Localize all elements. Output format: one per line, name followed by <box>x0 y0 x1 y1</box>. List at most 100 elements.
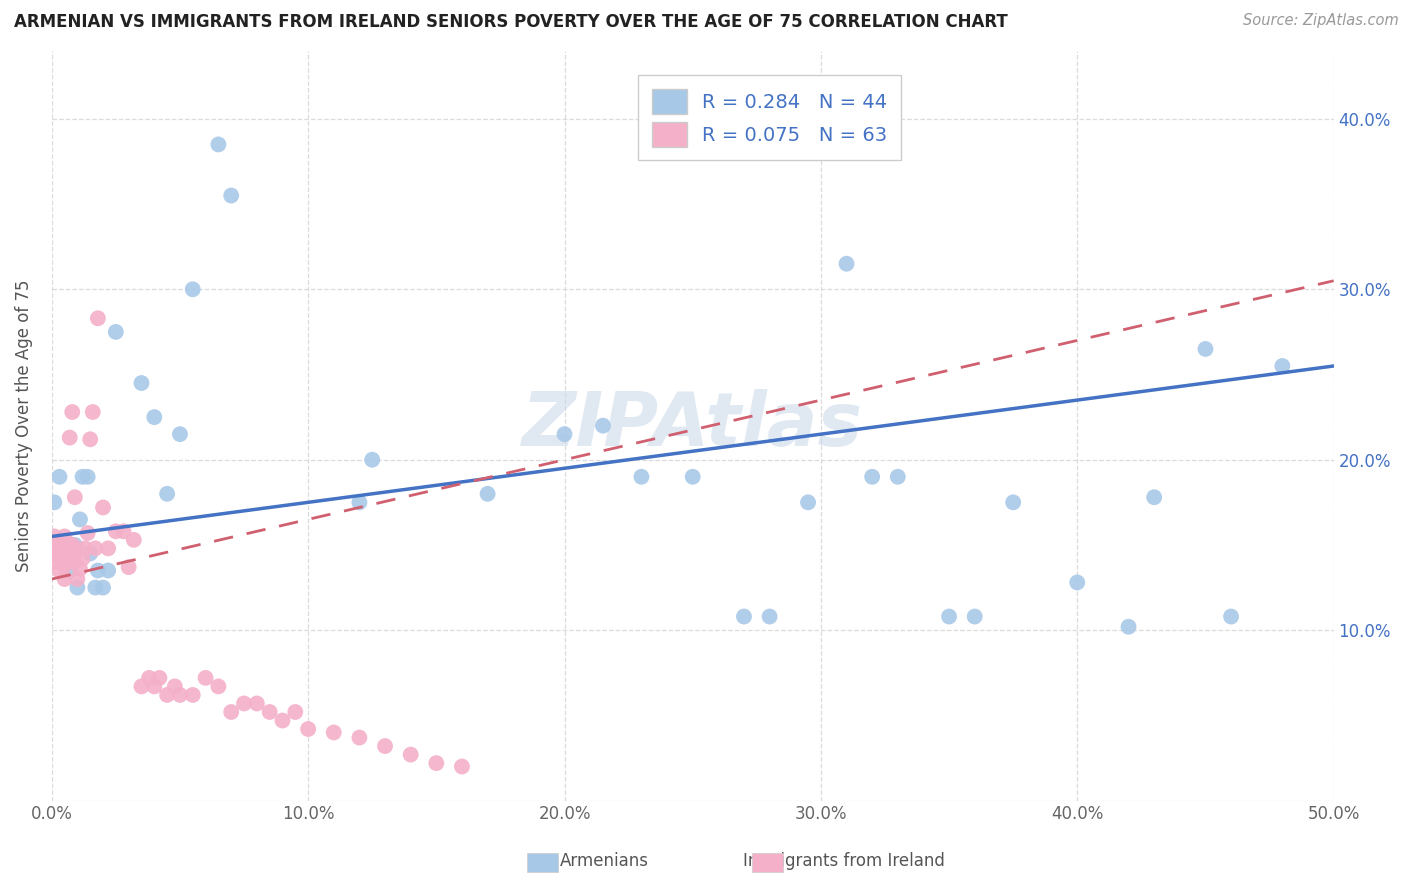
Point <box>44 538 66 552</box>
Point <box>938 609 960 624</box>
Point <box>322 725 344 739</box>
Point <box>219 188 242 202</box>
Point <box>69 562 91 576</box>
Point <box>97 564 120 578</box>
Y-axis label: Seniors Poverty Over the Age of 75: Seniors Poverty Over the Age of 75 <box>15 279 32 572</box>
Point <box>207 137 229 152</box>
Point <box>104 325 127 339</box>
Point <box>44 529 66 543</box>
Point <box>82 405 104 419</box>
Point <box>156 487 179 501</box>
Point <box>59 546 82 560</box>
Point <box>51 555 73 569</box>
Point <box>60 405 83 419</box>
Text: Source: ZipAtlas.com: Source: ZipAtlas.com <box>1243 13 1399 29</box>
Point <box>181 688 204 702</box>
Point <box>45 546 67 560</box>
Point <box>87 564 110 578</box>
Point <box>63 490 86 504</box>
Point <box>79 546 101 560</box>
Point <box>835 257 858 271</box>
Point <box>91 500 114 515</box>
Point <box>1143 490 1166 504</box>
Point <box>60 538 83 552</box>
Point <box>118 560 141 574</box>
Point <box>797 495 820 509</box>
Point <box>44 546 66 560</box>
Point <box>207 680 229 694</box>
Point <box>246 697 269 711</box>
Point <box>72 470 94 484</box>
Point <box>733 609 755 624</box>
Point <box>56 555 79 569</box>
Point <box>104 524 127 539</box>
Point <box>169 688 191 702</box>
Point <box>66 572 89 586</box>
Text: ARMENIAN VS IMMIGRANTS FROM IRELAND SENIORS POVERTY OVER THE AGE OF 75 CORRELATI: ARMENIAN VS IMMIGRANTS FROM IRELAND SENI… <box>14 13 1008 31</box>
Point <box>682 470 704 484</box>
Point <box>59 564 82 578</box>
Point <box>45 555 67 569</box>
Point <box>66 543 89 558</box>
Point <box>53 546 76 560</box>
Point <box>361 452 384 467</box>
Point <box>66 581 89 595</box>
Point <box>271 714 294 728</box>
Point <box>860 470 883 484</box>
Point <box>1194 342 1216 356</box>
Point <box>76 526 98 541</box>
Point <box>399 747 422 762</box>
Point <box>63 538 86 552</box>
Point <box>48 470 70 484</box>
Point <box>53 558 76 573</box>
Point <box>181 282 204 296</box>
Point <box>48 549 70 564</box>
Legend: R = 0.284   N = 44, R = 0.075   N = 63: R = 0.284 N = 44, R = 0.075 N = 63 <box>638 76 901 161</box>
Point <box>51 546 73 560</box>
Point <box>169 427 191 442</box>
Point <box>553 427 575 442</box>
Point <box>143 680 166 694</box>
Point <box>131 680 153 694</box>
Point <box>53 529 76 543</box>
Point <box>477 487 499 501</box>
Point <box>374 739 396 753</box>
Point <box>75 541 97 556</box>
Point <box>233 697 256 711</box>
Point <box>963 609 986 624</box>
Point <box>297 722 319 736</box>
Point <box>63 555 86 569</box>
Point <box>349 495 371 509</box>
Point <box>44 495 66 509</box>
Point <box>143 410 166 425</box>
Point <box>592 418 614 433</box>
Point <box>630 470 652 484</box>
Point <box>48 538 70 552</box>
Point <box>349 731 371 745</box>
Point <box>425 756 447 771</box>
Point <box>1220 609 1243 624</box>
Point <box>758 609 780 624</box>
Point <box>51 538 73 552</box>
Point <box>451 759 474 773</box>
Point <box>45 538 67 552</box>
Text: ZIPAtlas: ZIPAtlas <box>522 389 863 462</box>
Point <box>91 581 114 595</box>
Point <box>259 705 281 719</box>
Point <box>1118 620 1140 634</box>
Point <box>122 533 145 547</box>
Point <box>59 431 82 445</box>
Point <box>48 564 70 578</box>
Point <box>84 581 107 595</box>
Point <box>79 432 101 446</box>
Point <box>69 512 91 526</box>
Point <box>56 541 79 556</box>
Text: Armenians: Armenians <box>560 852 650 870</box>
Point <box>97 541 120 556</box>
Point <box>87 311 110 326</box>
Point <box>1002 495 1025 509</box>
Point <box>887 470 910 484</box>
Point <box>59 538 82 552</box>
Point <box>131 376 153 390</box>
Point <box>138 671 160 685</box>
